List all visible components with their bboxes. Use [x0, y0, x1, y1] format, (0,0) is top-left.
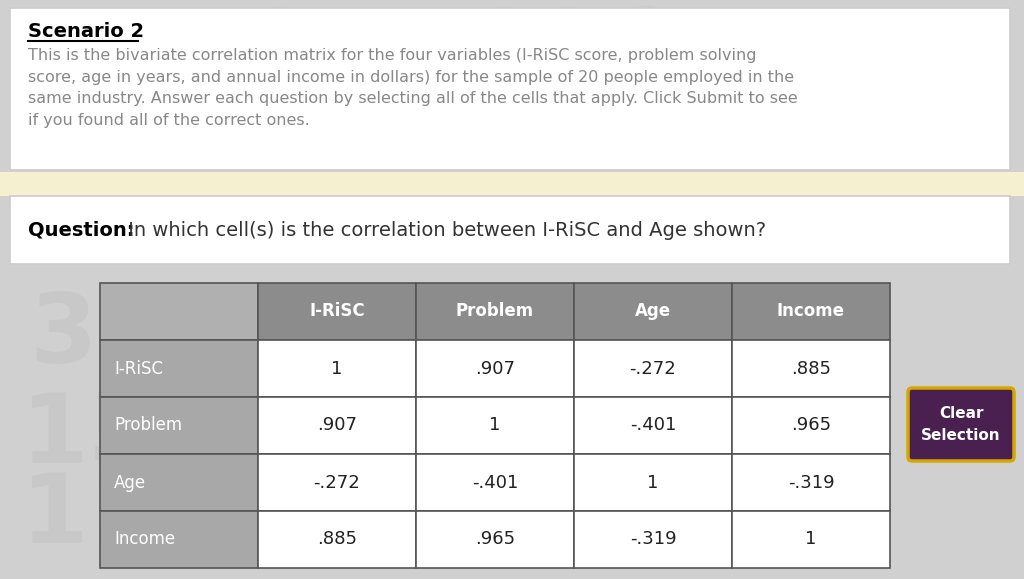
FancyBboxPatch shape [732, 397, 890, 454]
Text: .965: .965 [475, 530, 515, 548]
FancyBboxPatch shape [10, 8, 1010, 170]
FancyBboxPatch shape [732, 454, 890, 511]
Text: 1: 1 [332, 360, 343, 378]
FancyBboxPatch shape [416, 340, 574, 397]
FancyBboxPatch shape [732, 511, 890, 568]
FancyBboxPatch shape [732, 340, 890, 397]
FancyBboxPatch shape [100, 283, 258, 340]
FancyBboxPatch shape [416, 397, 574, 454]
Text: -.272: -.272 [313, 474, 360, 492]
Text: I-RiSC: I-RiSC [309, 302, 365, 321]
Text: I-RiSC: I-RiSC [114, 360, 163, 378]
Text: -.319: -.319 [630, 530, 676, 548]
FancyBboxPatch shape [416, 511, 574, 568]
FancyBboxPatch shape [258, 397, 416, 454]
FancyBboxPatch shape [574, 397, 732, 454]
Text: 35: 35 [30, 290, 165, 383]
Text: 1: 1 [489, 416, 501, 434]
FancyBboxPatch shape [258, 511, 416, 568]
FancyBboxPatch shape [574, 283, 732, 340]
FancyBboxPatch shape [416, 283, 574, 340]
Text: x  0.1111: x 0.1111 [300, 173, 418, 197]
FancyBboxPatch shape [574, 340, 732, 397]
FancyBboxPatch shape [732, 283, 890, 340]
FancyBboxPatch shape [10, 196, 1010, 264]
Text: Income: Income [777, 302, 845, 321]
FancyBboxPatch shape [0, 172, 1024, 196]
FancyBboxPatch shape [908, 388, 1014, 461]
Text: .885: .885 [791, 360, 831, 378]
Text: In which cell(s) is the correlation between I-RiSC and Age shown?: In which cell(s) is the correlation betw… [122, 221, 766, 240]
Text: .907: .907 [475, 360, 515, 378]
FancyBboxPatch shape [574, 454, 732, 511]
Text: Scenario 2: Scenario 2 [28, 22, 144, 41]
Text: 15: 15 [20, 390, 156, 483]
Text: .965: .965 [791, 416, 831, 434]
Text: Age: Age [114, 474, 146, 492]
FancyBboxPatch shape [574, 511, 732, 568]
Text: 1: 1 [647, 474, 658, 492]
FancyBboxPatch shape [258, 340, 416, 397]
Text: 11: 11 [20, 470, 156, 563]
Text: -.319: -.319 [787, 474, 835, 492]
FancyBboxPatch shape [100, 340, 258, 397]
FancyBboxPatch shape [258, 454, 416, 511]
FancyBboxPatch shape [416, 454, 574, 511]
FancyBboxPatch shape [258, 283, 416, 340]
Text: 1: 1 [805, 530, 817, 548]
Text: Question:: Question: [28, 221, 134, 240]
Text: -.401: -.401 [630, 416, 676, 434]
Text: 11  17/: 11 17/ [30, 170, 118, 194]
Text: -.272: -.272 [630, 360, 677, 378]
Text: Problem: Problem [456, 302, 535, 321]
Text: Problem: Problem [114, 416, 182, 434]
Text: .907: .907 [317, 416, 357, 434]
FancyBboxPatch shape [100, 397, 258, 454]
Text: This is the bivariate correlation matrix for the four variables (I-RiSC score, p: This is the bivariate correlation matrix… [28, 48, 798, 128]
Text: -.401: -.401 [472, 474, 518, 492]
Text: Age: Age [635, 302, 671, 321]
FancyBboxPatch shape [100, 454, 258, 511]
Text: .885: .885 [317, 530, 357, 548]
FancyBboxPatch shape [100, 511, 258, 568]
Text: Income: Income [114, 530, 175, 548]
Text: 2PE  24.01: 2PE 24.01 [250, 5, 731, 83]
Text: Clear
Selection: Clear Selection [922, 406, 1000, 442]
